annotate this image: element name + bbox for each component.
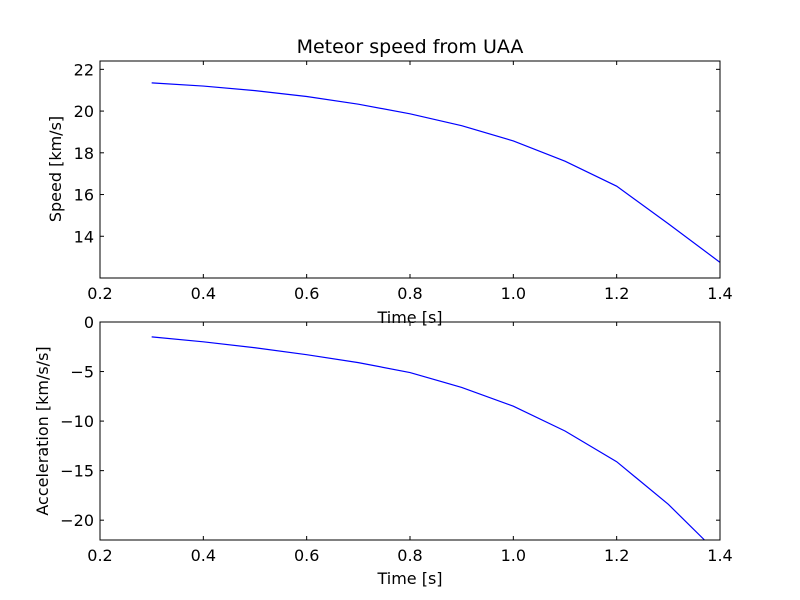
acceleration-x-tick-label: 0.2 — [87, 546, 112, 565]
acceleration-y-axis-label: Acceleration [km/s/s] — [33, 346, 52, 515]
speed-x-tick-label: 0.4 — [191, 284, 216, 303]
acceleration-series-group — [151, 336, 705, 540]
speed-chart-title: Meteor speed from UAA — [297, 36, 524, 58]
speed-plot-frame — [99, 60, 721, 279]
speed-series-line — [151, 82, 720, 263]
speed-y-tick-label: 20 — [74, 102, 94, 121]
acceleration-axis-ticks: 0.2 0.4 0.6 0.8 1.0 1.2 1.4 0 −5 −10 −15 −20 — [60, 313, 732, 565]
acceleration-x-axis-label: Time [s] — [376, 569, 442, 588]
acceleration-y-tick-label: −10 — [60, 412, 94, 431]
acceleration-y-tick-label: 0 — [84, 313, 94, 332]
speed-x-tick-label: 0.8 — [397, 284, 422, 303]
acceleration-series-line — [151, 336, 705, 540]
acceleration-x-tick-label: 1.2 — [604, 546, 629, 565]
acceleration-x-tick-label: 1.0 — [501, 546, 526, 565]
speed-y-tick-label: 18 — [74, 144, 94, 163]
speed-series-group — [151, 82, 720, 263]
speed-x-tick-label: 0.2 — [87, 284, 112, 303]
acceleration-subplot: 0.2 0.4 0.6 0.8 1.0 1.2 1.4 0 −5 −10 −15 −20 Time [… — [33, 313, 733, 588]
speed-y-axis-label: Speed [km/s] — [46, 116, 65, 222]
acceleration-y-tick-label: −15 — [60, 462, 94, 481]
acceleration-x-tick-label: 0.4 — [191, 546, 216, 565]
acceleration-plot-frame — [99, 321, 721, 541]
speed-x-tick-label: 1.0 — [501, 284, 526, 303]
speed-y-tick-label: 22 — [74, 60, 94, 79]
speed-x-tick-label: 1.2 — [604, 284, 629, 303]
speed-y-tick-label: 16 — [74, 186, 94, 205]
acceleration-x-tick-label: 0.8 — [397, 546, 422, 565]
speed-y-tick-label: 14 — [74, 227, 94, 246]
speed-x-tick-label: 0.6 — [294, 284, 319, 303]
acceleration-x-tick-label: 0.6 — [294, 546, 319, 565]
speed-x-tick-label: 1.4 — [707, 284, 732, 303]
speed-subplot: Meteor speed from UAA 0.2 0.4 0.6 0.8 1.0 1.2… — [46, 36, 733, 327]
speed-axis-ticks: 0.2 0.4 0.6 0.8 1.0 1.2 1.4 14 16 18 20 22 — [74, 60, 733, 303]
acceleration-x-tick-label: 1.4 — [707, 546, 732, 565]
acceleration-y-tick-label: −5 — [70, 363, 94, 382]
acceleration-y-tick-label: −20 — [60, 511, 94, 530]
